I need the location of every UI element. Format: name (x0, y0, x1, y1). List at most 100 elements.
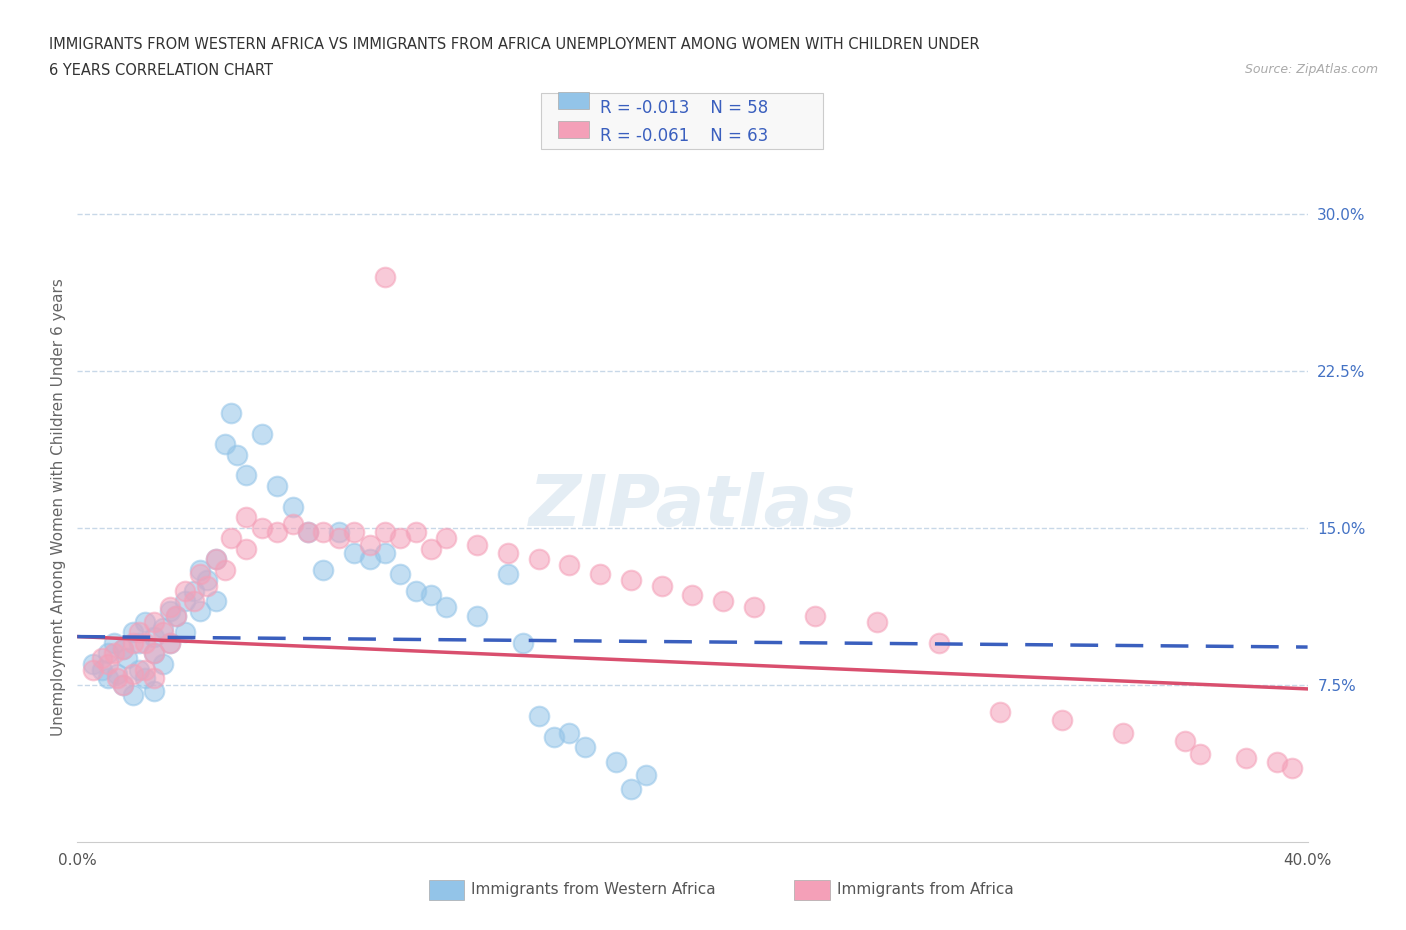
Text: IMMIGRANTS FROM WESTERN AFRICA VS IMMIGRANTS FROM AFRICA UNEMPLOYMENT AMONG WOME: IMMIGRANTS FROM WESTERN AFRICA VS IMMIGR… (49, 37, 980, 52)
Point (496, 545, 519, 560)
Point (558, 725, 581, 740)
Text: Immigrants from Western Africa: Immigrants from Western Africa (471, 882, 716, 897)
Point (112, 642, 135, 657)
Point (188, 604, 212, 619)
Point (188, 562, 212, 577)
Point (152, 621, 174, 636)
Point (183, 583, 205, 598)
Point (436, 600, 458, 615)
Point (558, 558, 581, 573)
Point (143, 615, 166, 630)
Point (152, 625, 174, 640)
Point (1188, 746, 1211, 761)
Point (112, 677, 135, 692)
Text: 6 YEARS CORRELATION CHART: 6 YEARS CORRELATION CHART (49, 63, 273, 78)
Point (152, 657, 174, 671)
Point (121, 667, 143, 682)
Point (405, 525, 427, 539)
Point (214, 562, 236, 577)
Point (143, 630, 166, 644)
Point (420, 588, 443, 603)
Point (134, 663, 156, 678)
Point (121, 625, 143, 640)
Point (134, 671, 156, 686)
Point (343, 545, 366, 560)
Point (620, 573, 643, 588)
Point (266, 479, 288, 494)
Point (250, 521, 273, 536)
Point (605, 755, 627, 770)
Point (359, 538, 381, 552)
Point (297, 525, 319, 539)
Point (174, 593, 197, 608)
Point (1174, 734, 1197, 749)
Point (159, 635, 181, 650)
Point (226, 447, 249, 462)
Point (742, 600, 765, 615)
Point (636, 767, 658, 782)
Point (496, 566, 519, 581)
Point (115, 650, 138, 665)
Point (143, 684, 166, 698)
Point (128, 663, 150, 678)
Point (1281, 761, 1303, 776)
Point (105, 667, 128, 682)
Point (174, 625, 197, 640)
Point (103, 646, 125, 661)
Point (97, 646, 120, 661)
Point (112, 677, 135, 692)
Point (159, 600, 181, 615)
Point (235, 510, 257, 525)
Point (465, 538, 488, 552)
Point (1050, 713, 1073, 728)
Point (90, 663, 114, 678)
Point (103, 635, 125, 650)
Point (465, 608, 488, 623)
Text: Source: ZipAtlas.com: Source: ZipAtlas.com (1244, 63, 1378, 76)
Point (159, 604, 181, 619)
Point (651, 579, 673, 594)
Point (97, 671, 120, 686)
Point (143, 646, 166, 661)
Point (312, 562, 335, 577)
Point (589, 566, 612, 581)
Point (235, 468, 257, 483)
Point (204, 551, 226, 566)
Point (1265, 755, 1288, 770)
Point (112, 642, 135, 657)
Point (204, 551, 226, 566)
Point (204, 593, 226, 608)
Point (214, 437, 236, 452)
Text: R = -0.061    N = 63: R = -0.061 N = 63 (600, 127, 769, 145)
Point (82, 663, 104, 678)
Point (128, 625, 150, 640)
Point (266, 525, 288, 539)
Point (281, 499, 304, 514)
Y-axis label: Unemployment Among Women with Children Under 6 years: Unemployment Among Women with Children U… (51, 278, 66, 736)
Point (90, 650, 114, 665)
Point (543, 730, 565, 745)
Point (866, 615, 889, 630)
Text: Immigrants from Africa: Immigrants from Africa (837, 882, 1014, 897)
Point (121, 688, 143, 703)
Point (165, 608, 187, 623)
Point (188, 566, 212, 581)
Point (343, 525, 366, 539)
Point (804, 608, 827, 623)
Point (405, 583, 427, 598)
Point (436, 531, 458, 546)
Point (281, 516, 304, 531)
Point (389, 531, 412, 546)
Point (527, 709, 550, 724)
Point (374, 525, 396, 539)
Point (195, 579, 218, 594)
Point (1112, 725, 1135, 740)
Point (174, 583, 197, 598)
Point (219, 405, 242, 420)
Point (143, 671, 166, 686)
Point (97, 657, 120, 671)
Text: ZIPatlas: ZIPatlas (529, 472, 856, 541)
Point (620, 782, 643, 797)
Point (512, 635, 534, 650)
Point (143, 646, 166, 661)
